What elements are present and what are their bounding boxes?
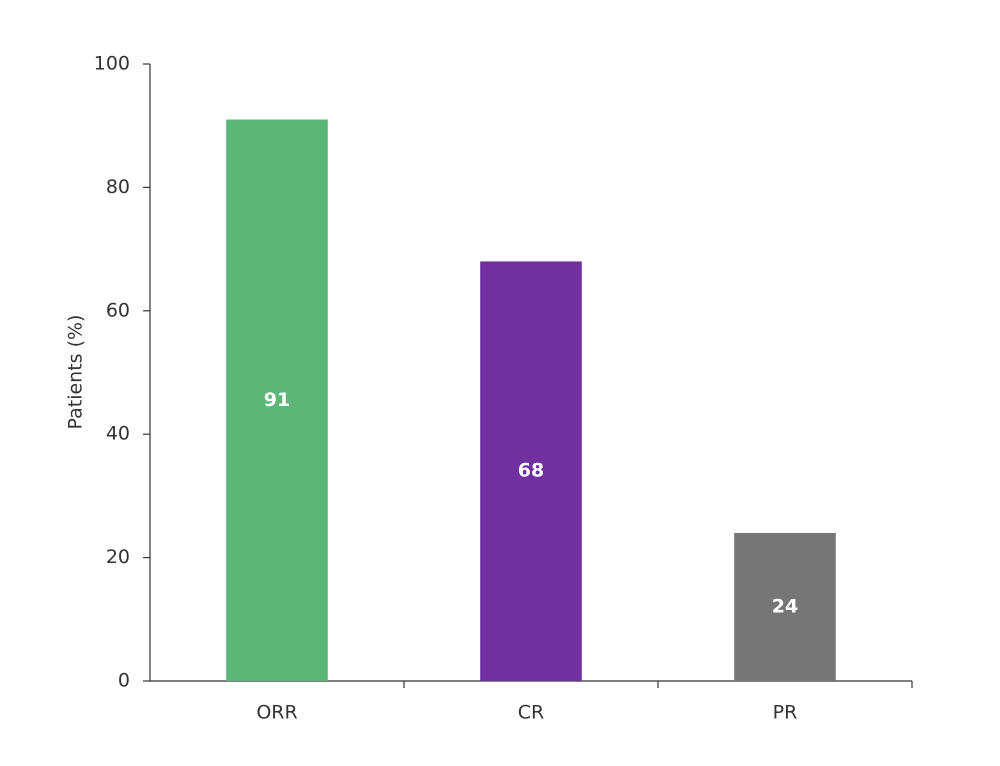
bar (734, 532, 836, 681)
y-tick-label: 80 (106, 176, 130, 198)
value-label: 68 (518, 460, 544, 482)
y-tick-label: 100 (94, 53, 130, 75)
y-tick-label: 40 (106, 423, 130, 445)
value-label: 91 (264, 389, 290, 411)
x-tick-label: ORR (256, 702, 297, 724)
y-tick-label: 20 (106, 546, 130, 568)
x-tick-label: PR (773, 702, 798, 724)
y-tick-label: 60 (106, 299, 130, 321)
bar (480, 261, 582, 681)
y-axis-label: Patients (%) (65, 315, 87, 430)
bar (226, 119, 328, 681)
value-label: 24 (772, 595, 798, 617)
y-tick-label: 0 (118, 670, 130, 692)
x-tick-label: CR (518, 702, 544, 724)
